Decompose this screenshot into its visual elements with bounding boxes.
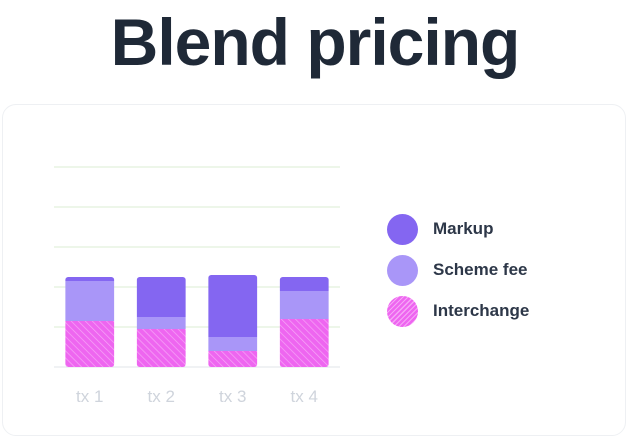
chart-card: tx 1 tx 2 tx 3 tx 4 Markup Scheme fee Interch… xyxy=(2,104,626,436)
stacked-bar-chart: tx 1 tx 2 tx 3 tx 4 xyxy=(54,166,340,406)
legend-item-interchange: Interchange xyxy=(387,295,529,327)
bar-segment-markup xyxy=(208,275,258,337)
x-tick-label: tx 2 xyxy=(148,387,175,406)
bar-segment-interchange xyxy=(65,321,115,367)
x-tick-label: tx 4 xyxy=(291,387,318,406)
bar-tx-3 xyxy=(208,275,258,367)
bar-segment-markup xyxy=(65,277,115,281)
bar-segment-interchange xyxy=(136,329,186,367)
bar-tx-1 xyxy=(65,277,115,367)
x-tick-label: tx 1 xyxy=(76,387,103,406)
x-tick-label: tx 3 xyxy=(219,387,246,406)
legend-item-scheme-fee: Scheme fee xyxy=(387,254,529,286)
bar-tx-2 xyxy=(136,277,186,367)
legend-swatch xyxy=(387,213,418,245)
page-title: Blend pricing xyxy=(110,5,521,79)
bar-segment-scheme-fee xyxy=(279,291,329,319)
bar-segment-interchange xyxy=(279,319,329,367)
bar-segment-scheme-fee xyxy=(208,337,258,351)
bar-segment-scheme-fee xyxy=(65,281,115,321)
legend-label: Scheme fee xyxy=(433,260,528,279)
legend-swatch xyxy=(387,254,418,286)
bar-segment-scheme-fee xyxy=(136,317,186,329)
bar-segment-interchange xyxy=(208,351,258,367)
legend-swatch xyxy=(387,295,418,327)
legend-label: Markup xyxy=(433,219,494,238)
chart-legend: Markup Scheme fee Interchange xyxy=(387,213,529,336)
legend-item-markup: Markup xyxy=(387,213,529,245)
bar-tx-4 xyxy=(279,277,329,367)
bar-segment-markup xyxy=(136,277,186,317)
bar-segment-markup xyxy=(279,277,329,291)
legend-label: Interchange xyxy=(433,301,530,320)
